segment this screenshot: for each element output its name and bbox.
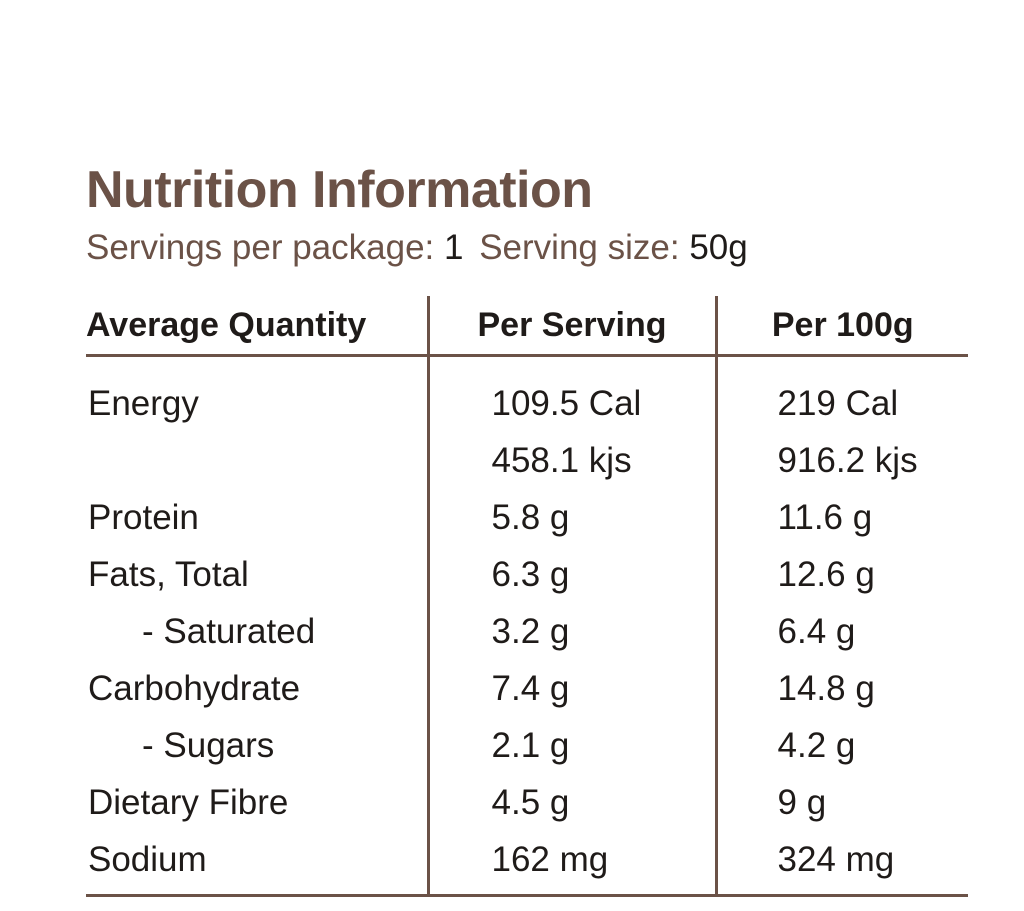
servings-line: Servings per package: 1 Serving size: 50…	[86, 226, 754, 270]
per-100g-value: 9 g	[714, 774, 968, 831]
table-row: 458.1 kjs 916.2 kjs	[86, 432, 968, 489]
per-serving-value: 6.3 g	[426, 546, 716, 603]
servings-per-package-value: 1	[444, 228, 464, 267]
nutrient-name: Energy	[88, 383, 199, 423]
nutrient-name: Protein	[88, 497, 199, 537]
nutrient-name: Carbohydrate	[88, 668, 301, 708]
table-row: - Sugars 2.1 g 4.2 g	[86, 717, 968, 774]
per-100g-value: 4.2 g	[714, 717, 968, 774]
per-100g-value: 219 Cal	[714, 355, 968, 432]
serving-size-label: Serving size:	[479, 228, 680, 267]
per-serving-value: 4.5 g	[426, 774, 716, 831]
per-serving-value: 109.5 Cal	[426, 355, 716, 432]
per-serving-value: 458.1 kjs	[426, 432, 716, 489]
per-serving-value: 3.2 g	[426, 603, 716, 660]
servings-per-package-label: Servings per package:	[86, 228, 435, 267]
nutrient-name: - Sugars	[142, 725, 275, 765]
nutrition-table-container: Average Quantity Per Serving Per 100g En…	[86, 296, 968, 897]
nutrition-table: Average Quantity Per Serving Per 100g En…	[86, 296, 968, 897]
nutrient-name: Sodium	[86, 831, 428, 897]
header-average-quantity: Average Quantity	[86, 296, 428, 357]
per-100g-value: 6.4 g	[714, 603, 968, 660]
per-serving-value: 162 mg	[426, 831, 716, 897]
per-100g-value: 12.6 g	[714, 546, 968, 603]
nutrient-name: Fats, Total	[88, 554, 249, 594]
per-serving-value: 2.1 g	[426, 717, 716, 774]
per-100g-value: 11.6 g	[714, 489, 968, 546]
nutrient-name: Dietary Fibre	[88, 782, 289, 822]
per-serving-value: 7.4 g	[426, 660, 716, 717]
serving-size-value: 50g	[689, 228, 748, 267]
per-serving-value: 5.8 g	[426, 489, 716, 546]
table-row: Sodium 162 mg 324 mg	[86, 831, 968, 897]
table-row: Carbohydrate 7.4 g 14.8 g	[86, 660, 968, 717]
per-100g-value: 324 mg	[714, 831, 968, 897]
per-100g-value: 14.8 g	[714, 660, 968, 717]
nutrient-name: - Saturated	[142, 611, 316, 651]
nutrient-name	[86, 432, 428, 489]
header-per-100g: Per 100g	[714, 296, 968, 357]
table-row: Protein 5.8 g 11.6 g	[86, 489, 968, 546]
table-row: Fats, Total 6.3 g 12.6 g	[86, 546, 968, 603]
table-row: Dietary Fibre 4.5 g 9 g	[86, 774, 968, 831]
per-100g-value: 916.2 kjs	[714, 432, 968, 489]
table-row: Energy 109.5 Cal 219 Cal	[86, 355, 968, 432]
header-per-serving: Per Serving	[426, 296, 716, 357]
table-header-row: Average Quantity Per Serving Per 100g	[86, 296, 968, 357]
table-row: - Saturated 3.2 g 6.4 g	[86, 603, 968, 660]
nutrition-title: Nutrition Information	[86, 161, 593, 219]
